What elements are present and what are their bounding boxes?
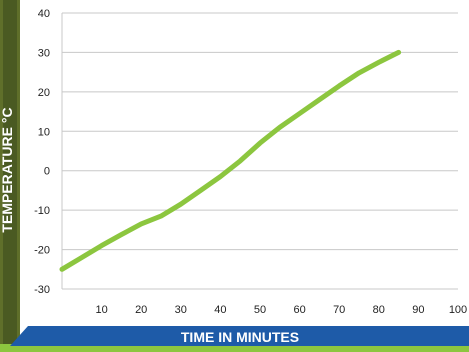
y-axis-band-inner (3, 0, 17, 352)
x-tick-label-0: 10 (95, 304, 107, 316)
x-axis-band (10, 326, 469, 346)
x-tick-label-9: 100 (449, 304, 467, 316)
x-axis-band-accent (0, 344, 469, 352)
y-tick-label-3: 10 (38, 126, 50, 138)
x-tick-label-1: 20 (135, 304, 147, 316)
x-tick-label-7: 80 (373, 304, 385, 316)
y-axis-title: TEMPERATURE °C (0, 107, 15, 232)
y-tick-label-6: -20 (34, 245, 50, 257)
x-tick-label-5: 60 (293, 304, 305, 316)
y-tick-label-2: 20 (38, 87, 50, 99)
gridlines (61, 12, 458, 290)
y-tick-label-0: 40 (38, 8, 50, 20)
x-tick-label-6: 70 (333, 304, 345, 316)
x-tick-label-8: 90 (412, 304, 424, 316)
x-axis-title: TIME IN MINUTES (181, 329, 299, 345)
y-tick-label-1: 30 (38, 47, 50, 59)
x-tick-label-3: 40 (214, 304, 226, 316)
series (59, 49, 402, 272)
series-line-0 (59, 49, 402, 272)
x-tick-label-2: 30 (175, 304, 187, 316)
y-tick-label-7: -30 (34, 284, 50, 296)
y-tick-label-5: -10 (34, 205, 50, 217)
y-tick-label-4: 0 (44, 166, 50, 178)
x-tick-label-4: 50 (254, 304, 266, 316)
